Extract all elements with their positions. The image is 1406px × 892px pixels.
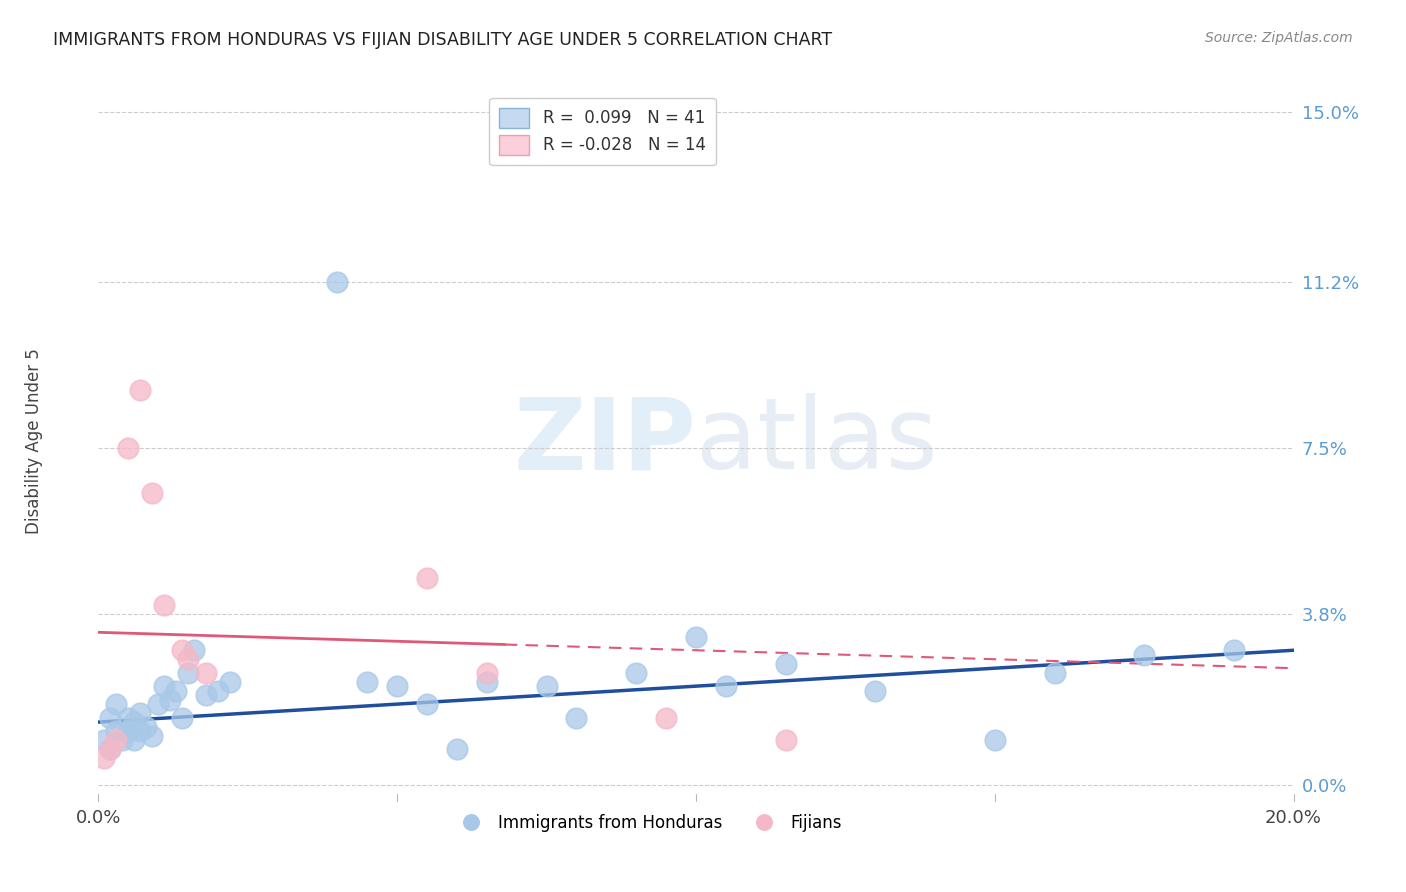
Point (105, 724, 128, 739)
Point (141, 486, 163, 500)
Point (984, 733, 1007, 747)
Point (141, 729, 163, 743)
Point (93, 733, 115, 747)
Point (219, 674, 242, 689)
Point (775, 657, 797, 671)
Point (153, 679, 176, 693)
Point (416, 571, 439, 585)
Point (159, 692, 181, 706)
Point (565, 710, 588, 724)
Point (1223, 643, 1246, 657)
Point (475, 674, 498, 689)
Text: atlas: atlas (696, 393, 938, 490)
Point (475, 665, 498, 680)
Text: IMMIGRANTS FROM HONDURAS VS FIJIAN DISABILITY AGE UNDER 5 CORRELATION CHART: IMMIGRANTS FROM HONDURAS VS FIJIAN DISAB… (53, 31, 832, 49)
Text: ZIP: ZIP (513, 393, 696, 490)
Point (129, 706, 152, 720)
Point (111, 733, 134, 747)
Point (207, 683, 229, 698)
Point (172, 710, 194, 724)
Point (356, 674, 378, 689)
Point (626, 665, 648, 680)
Point (1133, 648, 1156, 662)
Point (153, 599, 176, 613)
Point (1043, 665, 1066, 680)
Point (117, 724, 139, 739)
Point (124, 733, 146, 747)
Point (326, 275, 349, 289)
Point (775, 733, 797, 747)
Point (195, 688, 218, 702)
Point (117, 442, 139, 456)
Point (416, 697, 439, 711)
Point (177, 665, 200, 680)
Point (105, 697, 128, 711)
Point (195, 665, 218, 680)
Point (172, 643, 194, 657)
Point (165, 683, 187, 698)
Point (124, 714, 146, 729)
Point (129, 724, 152, 739)
Point (177, 652, 200, 666)
Point (98, 710, 122, 724)
Point (98, 742, 122, 756)
Point (685, 630, 707, 644)
Text: Source: ZipAtlas.com: Source: ZipAtlas.com (1205, 31, 1353, 45)
Legend: Immigrants from Honduras, Fijians: Immigrants from Honduras, Fijians (447, 807, 849, 838)
Point (117, 710, 139, 724)
Point (135, 720, 157, 734)
Point (148, 697, 170, 711)
Point (655, 710, 678, 724)
Point (714, 679, 737, 693)
Point (536, 679, 558, 693)
Point (129, 383, 152, 397)
Point (385, 679, 409, 693)
Point (93, 751, 115, 765)
Point (865, 683, 887, 698)
Point (446, 742, 468, 756)
Point (105, 733, 128, 747)
Point (183, 643, 205, 657)
Point (98, 742, 122, 756)
Y-axis label: Disability Age Under 5: Disability Age Under 5 (25, 349, 42, 534)
